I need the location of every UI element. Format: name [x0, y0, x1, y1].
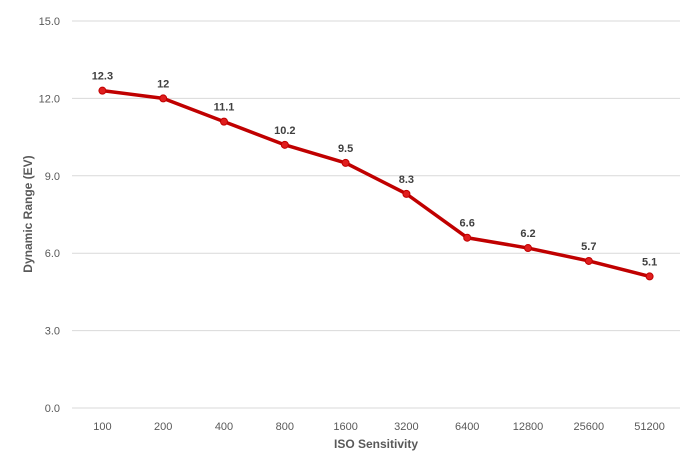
x-tick-label: 200 [154, 421, 172, 433]
data-point [341, 158, 350, 167]
y-tick-label: 15.0 [39, 16, 60, 28]
y-tick-label: 9.0 [45, 171, 60, 183]
x-tick-label: 400 [215, 421, 233, 433]
data-point [280, 140, 289, 149]
data-label: 11.1 [214, 102, 235, 114]
data-label: 10.2 [274, 125, 295, 137]
y-tick-label: 0.0 [45, 403, 60, 415]
data-point [524, 244, 532, 253]
data-point [220, 117, 228, 126]
x-tick-label: 1600 [333, 421, 357, 433]
series-group [98, 86, 654, 281]
y-tick-label: 12.0 [39, 93, 60, 105]
data-label: 6.6 [460, 218, 475, 230]
x-tick-label: 12800 [513, 421, 544, 433]
data-point [159, 94, 168, 103]
x-tick-label: 100 [93, 421, 111, 433]
x-axis-title: ISO Sensitivity [334, 437, 418, 451]
data-label: 8.3 [399, 174, 414, 186]
data-point [645, 272, 654, 281]
x-tick-label: 800 [276, 421, 294, 433]
data-label: 12 [157, 78, 169, 90]
data-point [402, 189, 411, 198]
x-axis: 100 200 400 800 1600 3200 6400 12800 25600 51200 [93, 421, 665, 433]
data-labels: 12.3 12 11.1 10.2 9.5 8.3 6.6 6.2 5.7 5.1 [92, 71, 658, 269]
y-tick-label: 3.0 [45, 326, 60, 338]
data-label: 5.1 [642, 256, 657, 268]
x-tick-label: 51200 [634, 421, 665, 433]
x-tick-label: 3200 [394, 421, 418, 433]
gridlines [72, 20, 680, 409]
data-label: 6.2 [520, 228, 535, 240]
y-axis: 0.0 3.0 6.0 9.0 12.0 15.0 [39, 16, 60, 415]
y-tick-label: 6.0 [45, 248, 60, 260]
x-tick-label: 25600 [574, 421, 605, 433]
data-point [463, 233, 472, 242]
data-point [98, 86, 107, 95]
data-label: 5.7 [581, 241, 596, 253]
data-label: 9.5 [338, 143, 353, 155]
data-label: 12.3 [92, 71, 113, 83]
y-axis-title: Dynamic Range (EV) [21, 155, 35, 272]
x-tick-label: 6400 [455, 421, 479, 433]
series-line [100, 88, 652, 279]
data-point [584, 256, 593, 265]
